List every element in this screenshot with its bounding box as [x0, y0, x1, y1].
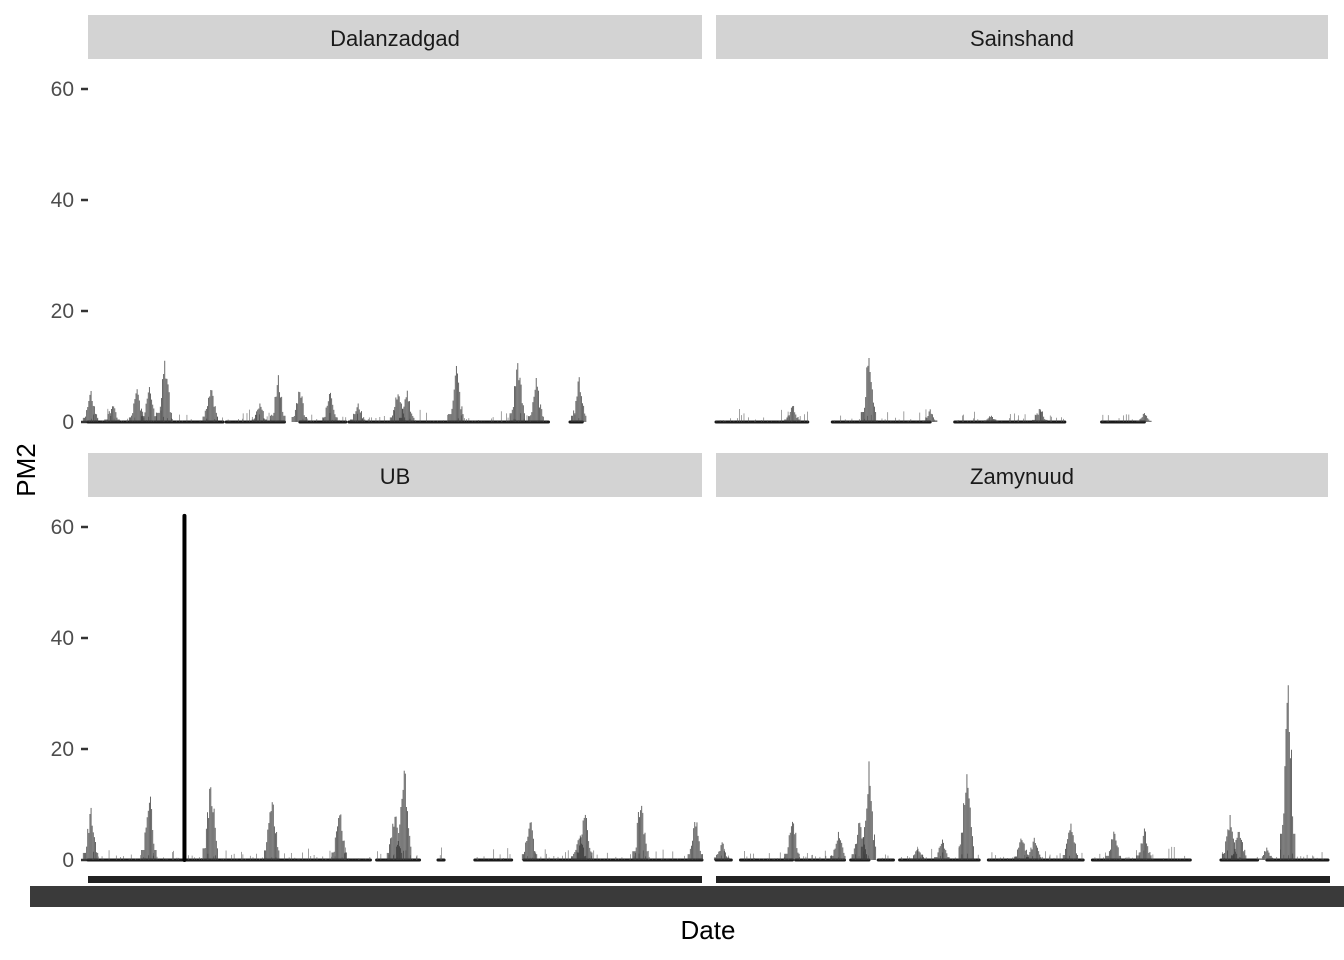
strip-label-zamynuud: Zamynuud — [970, 464, 1074, 489]
x-axis-tick-band-right — [716, 876, 1330, 883]
y-tick-label-bottom-20: 20 — [51, 738, 74, 761]
y-tick-label-top-40: 40 — [51, 189, 74, 212]
x-axis-tick-band-left — [88, 876, 702, 883]
panel-sainshand — [714, 358, 1152, 424]
y-axis-bottom: 60 40 20 0 — [51, 516, 88, 872]
panel-ub — [82, 513, 704, 862]
strip-label-dalanzadgad: Dalanzadgad — [330, 26, 460, 51]
panel-dalanzadgad — [82, 360, 587, 424]
strip-label-sainshand: Sainshand — [970, 26, 1074, 51]
y-tick-label-top-20: 20 — [51, 300, 74, 323]
y-axis-title: PM2 — [11, 443, 41, 496]
x-axis-overlapping-date-labels — [30, 886, 1344, 907]
strip-zamynuud — [716, 453, 1328, 497]
y-tick-label-bottom-40: 40 — [51, 627, 74, 650]
y-tick-label-top-60: 60 — [51, 78, 74, 101]
x-axis-title: Date — [681, 915, 736, 945]
strip-label-ub: UB — [380, 464, 411, 489]
y-tick-label-top-0: 0 — [62, 411, 74, 434]
panel-zamynuud — [713, 685, 1330, 862]
strip-dalanzadgad — [88, 15, 702, 59]
y-tick-label-bottom-0: 0 — [62, 849, 74, 872]
strip-sainshand — [716, 15, 1328, 59]
strip-ub — [88, 453, 702, 497]
y-axis-top: 60 40 20 0 — [51, 78, 88, 434]
y-tick-label-bottom-60: 60 — [51, 516, 74, 539]
